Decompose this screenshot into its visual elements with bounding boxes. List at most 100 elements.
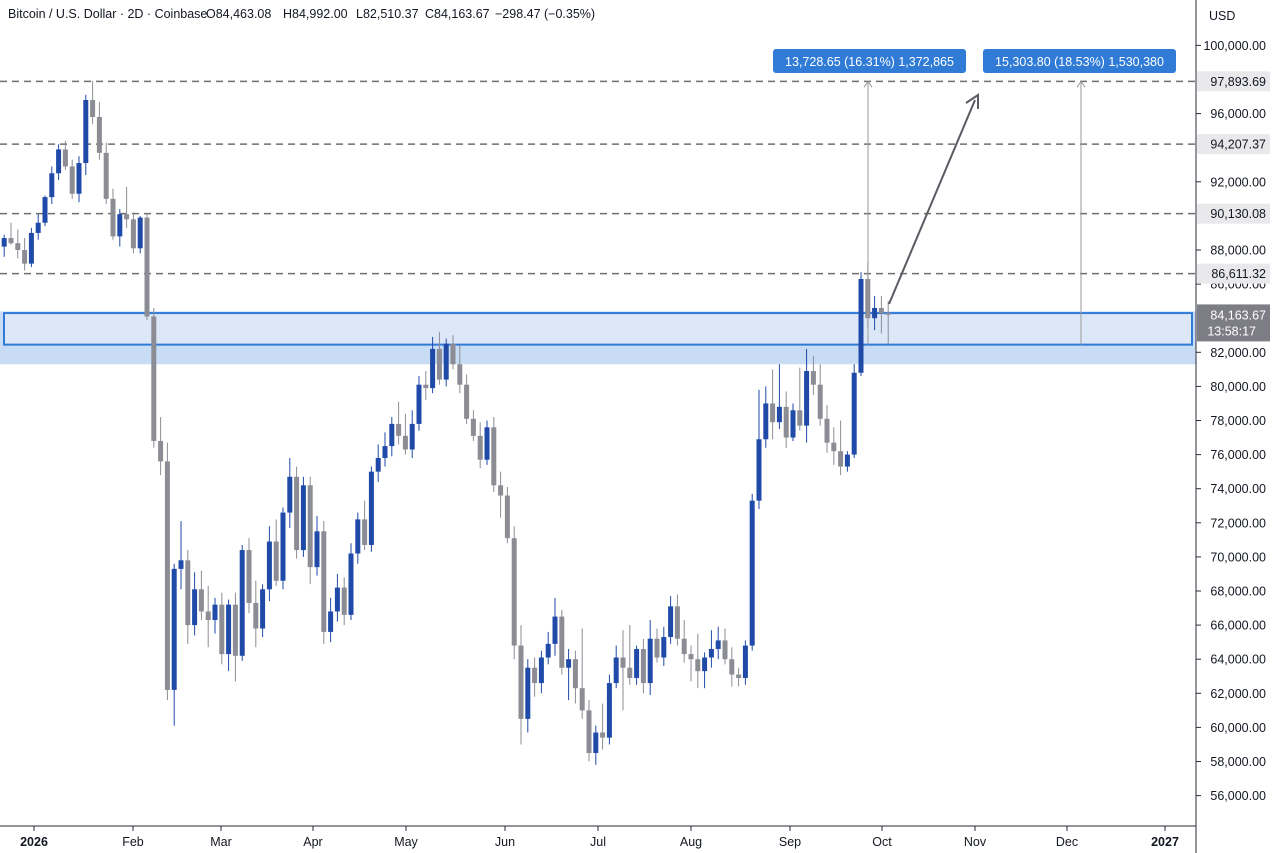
candle <box>593 725 599 765</box>
candle <box>83 94 89 175</box>
measure-label[interactable]: 15,303.80 (18.53%) 1,530,380 <box>983 49 1176 73</box>
candle-body <box>90 99 96 118</box>
candle <box>878 296 884 334</box>
candle-body <box>681 638 687 655</box>
candle <box>491 417 497 493</box>
candle-body <box>110 198 116 237</box>
candle <box>117 209 123 247</box>
candle <box>559 609 565 675</box>
measure-tool[interactable] <box>1076 80 1086 345</box>
candle <box>810 355 816 395</box>
candle <box>266 526 272 602</box>
key-level-lines <box>0 80 1196 275</box>
candle-body <box>695 659 701 672</box>
candle-body <box>532 667 538 684</box>
candle-body <box>158 440 164 462</box>
candle-body <box>844 454 850 467</box>
level-price-label[interactable]: 97,893.69 <box>1197 71 1270 92</box>
candle-body <box>260 589 266 629</box>
candle-body <box>151 316 157 441</box>
candle-body <box>219 604 225 655</box>
price-tick-label: 56,000.00 <box>1210 789 1266 803</box>
measure-tool[interactable] <box>863 80 873 345</box>
candle <box>851 364 857 459</box>
candle <box>382 432 388 467</box>
last-price-label[interactable]: 84,163.67 13:58:17 <box>1197 304 1270 342</box>
candle <box>69 159 75 199</box>
candle <box>246 538 252 614</box>
candle <box>8 222 14 245</box>
candle <box>736 667 742 687</box>
candle <box>654 628 660 663</box>
candle <box>640 638 646 694</box>
candle <box>484 420 490 465</box>
level-price-label-text: 97,893.69 <box>1210 75 1266 89</box>
measure-label-bg <box>773 49 966 73</box>
last-price-value: 84,163.67 <box>1210 308 1266 322</box>
level-price-label[interactable]: 90,130.08 <box>1197 203 1270 224</box>
candle <box>538 650 544 694</box>
price-tick-label: 80,000.00 <box>1210 380 1266 394</box>
candle <box>158 417 164 476</box>
price-tick-label: 100,000.00 <box>1203 39 1266 53</box>
candle-body <box>613 657 619 684</box>
ohlc-open: O84,463.08 <box>206 7 271 21</box>
projection-arrow[interactable] <box>888 93 979 305</box>
candle-body <box>722 640 728 660</box>
candle-body <box>858 278 864 373</box>
candle-body <box>389 423 395 447</box>
time-tick-label: Apr <box>303 835 322 849</box>
candle <box>817 364 823 426</box>
candle-body <box>620 657 626 668</box>
time-tick-label: Oct <box>872 835 892 849</box>
candle <box>334 573 340 622</box>
candle <box>15 229 21 259</box>
measure-label[interactable]: 13,728.65 (16.31%) 1,372,865 <box>773 49 966 73</box>
last-price-countdown: 13:58:17 <box>1207 324 1256 338</box>
candle <box>178 521 184 590</box>
candle-body <box>756 439 762 501</box>
candle <box>824 405 830 453</box>
price-tick-label: 70,000.00 <box>1210 550 1266 564</box>
candle <box>858 272 864 377</box>
candle-body <box>470 418 476 436</box>
candle-body <box>334 587 340 612</box>
candle-body <box>783 406 789 438</box>
candle-body <box>124 214 130 220</box>
time-tick-label: 2027 <box>1151 835 1179 849</box>
candle-body <box>627 667 633 678</box>
zone-box[interactable] <box>3 312 1193 346</box>
candle-body <box>62 149 68 167</box>
measure-arrow-head <box>1076 80 1086 88</box>
candle-body <box>872 307 878 319</box>
candle-body <box>606 683 612 738</box>
candle-body <box>76 163 82 194</box>
candle <box>124 186 130 228</box>
level-price-label[interactable]: 94,207.37 <box>1197 134 1270 155</box>
price-tick-label: 68,000.00 <box>1210 585 1266 599</box>
candle-body <box>647 638 653 684</box>
candle <box>674 594 680 646</box>
level-price-label-text: 90,130.08 <box>1210 207 1266 221</box>
candle <box>708 630 714 668</box>
candle-body <box>382 446 388 459</box>
candle-body <box>239 550 245 656</box>
currency-label[interactable]: USD <box>1209 9 1235 23</box>
price-tick-label: 96,000.00 <box>1210 107 1266 121</box>
time-tick-label: 2026 <box>20 835 48 849</box>
candle-body <box>314 531 320 568</box>
candle-body <box>566 659 572 668</box>
candle-body <box>729 659 735 675</box>
candle-body <box>817 384 823 419</box>
candle <box>464 374 470 424</box>
candle <box>205 585 211 648</box>
candle <box>790 403 796 441</box>
level-price-label[interactable]: 86,611.32 <box>1197 263 1270 284</box>
candle-body <box>824 418 830 443</box>
candle <box>185 550 191 644</box>
ohlc-change: −298.47 (−0.35%) <box>495 7 595 21</box>
time-tick-label: Dec <box>1056 835 1078 849</box>
candle-body <box>450 343 456 365</box>
candle <box>545 631 551 665</box>
